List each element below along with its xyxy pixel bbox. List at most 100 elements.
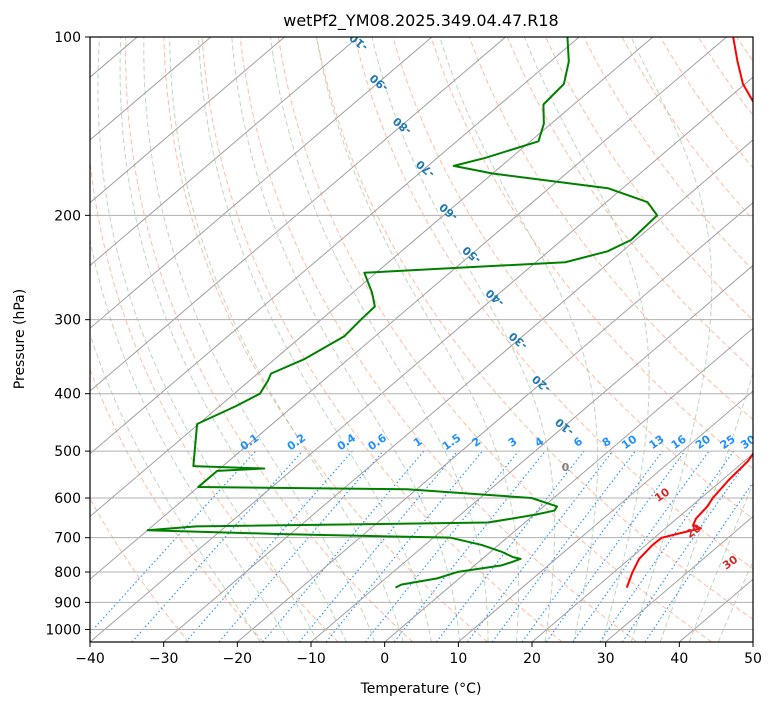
isotherm-line — [90, 37, 727, 580]
isotherm-line — [90, 37, 212, 141]
y-axis-label: Pressure (hPa) — [12, 289, 28, 389]
moist-adiabat-line — [231, 37, 461, 642]
dry-adiabat-line — [163, 37, 488, 642]
y-tick-label: 800 — [54, 565, 81, 581]
x-tick-label: −40 — [75, 651, 105, 667]
isotherm-line — [163, 139, 753, 642]
mixing-ratio-label: 8 — [600, 435, 614, 450]
moist-adiabat-line — [316, 37, 520, 642]
y-tick-label: 600 — [54, 491, 81, 507]
x-tick-label: 20 — [523, 651, 541, 667]
isotherm-line — [531, 453, 753, 642]
moist-adiabat-line — [97, 37, 319, 642]
mixing-ratio-line — [298, 450, 459, 642]
mixing-ratio-line — [467, 450, 614, 642]
moist-adiabat-line — [198, 37, 432, 642]
y-tick-label: 1000 — [45, 622, 81, 638]
moist-adiabat-label: 10 — [652, 485, 672, 505]
y-tick-label: 100 — [54, 30, 81, 46]
dry-adiabat-line — [125, 37, 414, 642]
dry-adiabat-line — [392, 37, 753, 520]
mixing-ratio-label: 3 — [506, 435, 520, 450]
chart-title: wetPf2_YM08.2025.349.04.47.R18 — [283, 11, 558, 31]
mixing-ratio-line — [364, 450, 520, 642]
isotherm-line — [90, 37, 433, 329]
mixing-ratio-line — [599, 450, 735, 642]
isotherm-line — [90, 37, 359, 267]
y-tick-label: 700 — [54, 531, 81, 547]
isotherm-line — [237, 202, 753, 642]
moist-adiabat-line — [119, 37, 347, 642]
isotherm-line — [90, 37, 654, 518]
zero-label: 0 — [562, 461, 570, 474]
mixing-ratio-line — [644, 481, 753, 642]
dry-adiabat-line — [621, 37, 753, 221]
dry-adiabat-line — [201, 37, 563, 642]
dry-adiabat-line — [430, 37, 753, 470]
x-tick-label: −30 — [149, 651, 179, 667]
mixing-ratio-line — [491, 450, 636, 642]
moist-adiabat-line — [371, 37, 556, 642]
mixing-ratio-line — [218, 450, 384, 642]
x-tick-label: 30 — [597, 651, 615, 667]
x-axis-ticks: −40 −30 −20 −10 0 10 20 30 40 50 — [75, 642, 762, 667]
y-tick-label: 400 — [54, 387, 81, 403]
isotherm-line — [90, 37, 506, 392]
dry-adiabat-line — [697, 37, 753, 116]
dry-adiabat-line — [545, 37, 753, 321]
mixing-ratio-label: 13 — [647, 433, 667, 452]
x-tick-label: 50 — [744, 651, 762, 667]
isotherm-line — [752, 641, 753, 642]
moist-adiabat-line — [523, 37, 650, 642]
isotherm-line — [310, 264, 753, 642]
x-axis-label: Temperature (°C) — [360, 681, 482, 697]
mixing-ratio-line — [572, 450, 710, 642]
mixing-ratio-line — [621, 451, 753, 642]
isotherm-line — [0, 37, 64, 642]
mixing-ratio-label: 1.5 — [440, 431, 463, 453]
y-axis-ticks: 100 200 300 400 500 600 700 800 900 1000 — [45, 30, 90, 638]
dry-adiabat-line — [316, 37, 753, 620]
mixing-ratio-label: 16 — [669, 432, 689, 452]
mixing-ratio-line — [185, 450, 353, 642]
moist-adiabat-line — [90, 237, 290, 642]
mixing-ratio-label: 0.6 — [366, 431, 390, 453]
dry-adiabat-line — [736, 37, 753, 62]
mixing-ratio-label: 30 — [738, 432, 758, 452]
mixing-ratio-line — [325, 450, 483, 642]
moist-adiabat-line — [90, 332, 261, 642]
mixing-ratio-line — [90, 450, 257, 634]
isotherm-line — [605, 515, 753, 642]
mixing-ratio-line — [131, 450, 303, 642]
mixing-ratio-label: 6 — [571, 435, 585, 450]
dry-adiabat-line — [90, 367, 264, 642]
moist-adiabat-line — [717, 559, 753, 642]
mixing-ratio-line — [393, 450, 546, 642]
x-tick-label: −10 — [296, 651, 326, 667]
isotherm-line — [384, 327, 753, 642]
dry-adiabat-line — [583, 37, 753, 271]
plot-frame — [89, 36, 754, 643]
isotherm-line — [90, 37, 285, 204]
dry-adiabat-line — [506, 37, 753, 371]
mixing-ratio-line — [262, 450, 425, 642]
x-tick-label: −20 — [223, 651, 253, 667]
moist-adiabat-line — [659, 371, 753, 642]
dry-adiabat-line — [659, 37, 753, 169]
dewpoint-profile-line — [146, 37, 659, 589]
dry-adiabat-line — [468, 37, 753, 421]
mixing-ratio-line — [521, 450, 664, 642]
mixing-ratio-label: 0.2 — [285, 431, 308, 453]
isotherm-line — [458, 390, 753, 642]
isotherm-line — [90, 37, 580, 455]
dry-adiabat-line — [90, 497, 190, 642]
y-tick-label: 900 — [54, 595, 81, 611]
y-tick-label: 500 — [54, 444, 81, 460]
sounding-lines — [146, 37, 753, 589]
mixing-ratio-label: 10 — [619, 432, 639, 452]
moist-adiabat-line — [688, 482, 753, 642]
isotherm-line — [90, 76, 753, 642]
dry-adiabat-line — [354, 37, 753, 570]
dry-adiabat-line — [239, 37, 638, 642]
